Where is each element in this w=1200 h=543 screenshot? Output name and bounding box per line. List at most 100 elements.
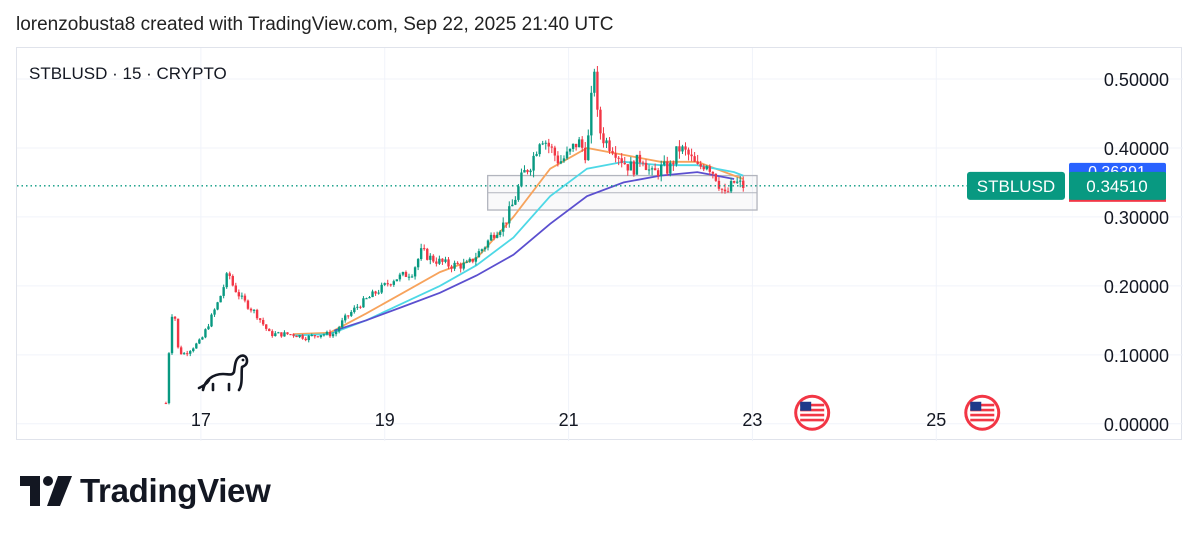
us-flag-icon-stripe — [800, 408, 825, 412]
candle-body — [708, 166, 712, 172]
candle-body — [231, 276, 234, 286]
us-flag-icon[interactable] — [794, 394, 831, 431]
candle-body — [632, 161, 636, 175]
candle-body — [322, 334, 326, 336]
symbol-tag[interactable] — [967, 171, 1065, 200]
candle-body — [498, 231, 502, 235]
candle-body — [517, 186, 520, 200]
candle-body — [249, 308, 253, 311]
candle-body — [626, 164, 629, 171]
candle-body — [325, 331, 329, 335]
candle-body — [432, 255, 435, 262]
us-flag-icon[interactable] — [964, 394, 1001, 431]
candle-body — [365, 298, 368, 300]
y-tick-label: 0.50000 — [1104, 70, 1169, 90]
candle-body — [459, 264, 462, 269]
us-flag-icon-stripe — [800, 413, 825, 417]
candle-body — [483, 247, 487, 250]
candle-body — [584, 147, 587, 161]
candle-body — [684, 146, 687, 150]
candle-body — [729, 181, 733, 192]
candle-body — [189, 351, 192, 354]
candle-body — [702, 166, 705, 170]
candle-body — [404, 272, 408, 277]
candle-body — [541, 143, 544, 145]
candle-body — [456, 262, 459, 265]
candle-body — [690, 154, 693, 157]
candle-body — [505, 222, 508, 224]
candle-body — [283, 332, 286, 337]
last-price-tag[interactable] — [1069, 171, 1166, 200]
candle-body — [237, 292, 241, 297]
candle-body — [732, 181, 736, 183]
candle-body — [304, 338, 307, 341]
candle-body — [593, 71, 596, 93]
candle-body — [286, 332, 289, 335]
candle-body — [246, 300, 250, 309]
candle-body — [617, 157, 620, 159]
candle-body — [310, 335, 313, 337]
candle-body — [416, 259, 420, 268]
us-flag-icon-stripe — [970, 408, 995, 412]
tradingview-logo: TradingView — [20, 472, 271, 510]
y-tick-label: 0.30000 — [1104, 208, 1169, 228]
candle-body — [350, 312, 353, 316]
price-chart[interactable]: 17 19 21 23 25 0.00000 0.10000 0.20000 0.30000 0.… — [17, 48, 1183, 441]
candle-body — [550, 146, 554, 148]
x-tick-label: 25 — [926, 410, 946, 430]
candle-body — [426, 248, 429, 260]
candle-body — [620, 158, 623, 163]
candle-body — [687, 149, 690, 155]
candle-body — [629, 161, 633, 171]
candle-body — [395, 279, 399, 282]
candle-body — [216, 302, 219, 310]
candle-body — [653, 168, 657, 171]
y-tick-label: 0.10000 — [1104, 346, 1169, 366]
candle-body — [571, 143, 575, 149]
candle-body — [167, 353, 171, 404]
symbol-label: STBLUSD · 15 · CRYPTO — [29, 64, 227, 83]
tradingview-logo-icon — [20, 476, 72, 506]
candle-body — [495, 234, 499, 238]
candle-body — [544, 142, 547, 144]
candle-body — [462, 262, 465, 269]
dinosaur-icon — [197, 354, 249, 392]
candle-body — [599, 109, 602, 134]
candle-body — [316, 336, 320, 338]
us-flag-icon-stripe — [800, 418, 825, 422]
candle-body — [392, 281, 396, 285]
candle-body — [371, 291, 374, 298]
candle-body — [274, 333, 277, 337]
y-tick-label: 0.20000 — [1104, 277, 1169, 297]
candle-body — [380, 284, 383, 293]
candle-body — [413, 267, 417, 277]
candle-body — [343, 315, 347, 321]
moving-average-line — [292, 147, 744, 335]
candle-body — [468, 258, 471, 262]
candle-body — [182, 353, 186, 355]
candle-body — [398, 274, 402, 280]
candle-body — [295, 335, 298, 338]
candle-body — [234, 285, 238, 293]
candle-body — [596, 71, 599, 110]
candle-body — [328, 331, 332, 337]
candle-body — [419, 248, 423, 260]
candle-body — [368, 297, 371, 299]
candle-body — [307, 335, 310, 341]
candle-body — [179, 347, 183, 355]
y-tick-label: 0.40000 — [1104, 139, 1169, 159]
candle-body — [228, 273, 231, 277]
candle-body — [207, 326, 210, 330]
candle-body — [176, 318, 180, 348]
candle-body — [660, 164, 663, 177]
symbol-tag-label: STBLUSD — [977, 177, 1055, 196]
candle-body — [255, 309, 259, 319]
candle-body — [240, 295, 244, 297]
candle-body — [450, 266, 453, 269]
candle-body — [644, 162, 648, 170]
chart-panel[interactable]: 17 19 21 23 25 0.00000 0.10000 0.20000 0.30000 0.… — [16, 47, 1183, 441]
candle-body — [672, 162, 675, 165]
candle-body — [526, 170, 529, 173]
candle-body — [225, 273, 228, 288]
candle-body — [252, 309, 256, 311]
